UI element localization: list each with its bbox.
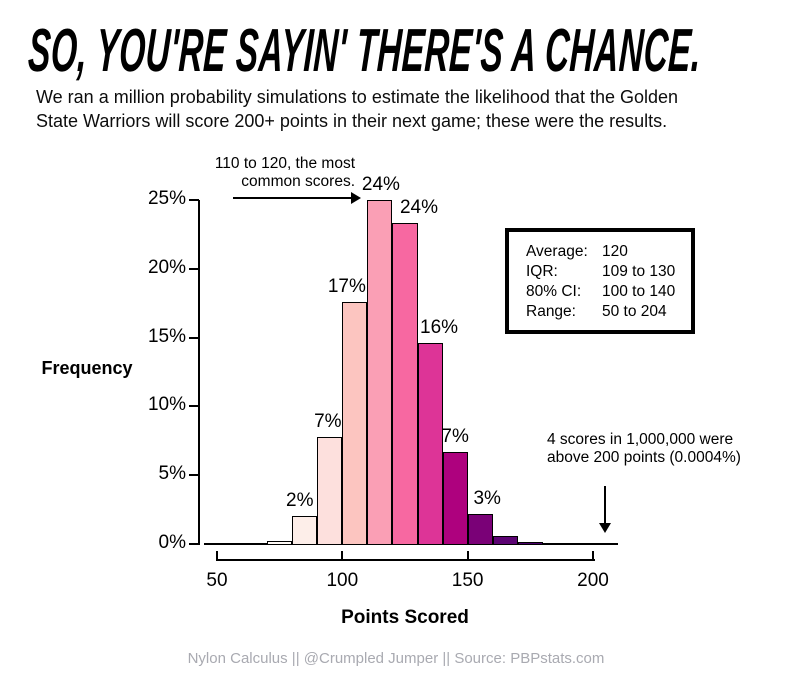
y-tick-mark (189, 474, 199, 477)
x-tick-mark (592, 551, 594, 561)
bar-value-label: 16% (420, 317, 459, 339)
histogram-bar (342, 301, 368, 545)
bar-value-label: 7% (314, 410, 342, 432)
stats-row-iqr: IQR: 109 to 130 (526, 262, 683, 282)
bar-value-label: 24% (361, 174, 400, 195)
histogram-bar (442, 451, 468, 545)
y-tick-mark (189, 405, 199, 408)
x-tick-label: 100 (326, 570, 359, 591)
histogram-bar (317, 436, 343, 545)
x-axis-title: Points Scored (341, 607, 469, 628)
tail-annotation-line-2: above 200 points (0.0004%) (547, 448, 741, 466)
histogram-bar (267, 540, 293, 545)
down-arrow-icon (599, 523, 611, 533)
y-tick-label: 0% (158, 532, 186, 553)
bar-value-label: 3% (473, 487, 501, 509)
histogram-bar (467, 513, 493, 545)
x-tick-mark (216, 551, 218, 561)
stat-label: 80% CI: (526, 283, 582, 300)
tail-annotation: 4 scores in 1,000,000 were above 200 poi… (547, 431, 762, 466)
y-tick-label: 20% (147, 256, 186, 278)
stats-row-average: Average: 120 (526, 242, 683, 262)
x-axis-spine (216, 559, 595, 561)
stat-value: 109 to 130 (602, 263, 676, 280)
x-tick-label: 50 (206, 570, 228, 591)
peak-annotation-line-2: common scores. (241, 172, 355, 190)
stat-value: 120 (602, 243, 628, 260)
stat-label: Range: (526, 303, 576, 320)
right-arrow-icon (351, 192, 361, 204)
subtitle: We ran a million probability simulations… (36, 86, 678, 133)
y-axis-spine (198, 200, 200, 545)
peak-annotation-line-1: 110 to 120, the most (214, 155, 355, 172)
histogram-bar (492, 536, 518, 545)
stats-row-range: Range: 50 to 204 (526, 302, 683, 322)
x-tick-mark (341, 551, 344, 561)
stat-label: IQR: (526, 263, 558, 280)
y-tick-mark (189, 336, 199, 339)
y-tick-label: 5% (158, 463, 186, 485)
stats-row-ci: 80% CI: 100 to 140 (526, 282, 683, 302)
y-tick-label: 25% (147, 188, 186, 209)
histogram-bar (367, 200, 393, 545)
bar-value-label: 2% (286, 490, 314, 512)
y-tick-mark (189, 267, 199, 270)
y-axis-title: Frequency (41, 358, 133, 378)
bar-value-label: 7% (441, 425, 469, 447)
peak-annotation: 110 to 120, the most common scores. (173, 155, 355, 190)
histogram-bar (417, 343, 443, 545)
subtitle-line-2: State Warriors will score 200+ points in… (36, 110, 668, 131)
y-tick-label: 15% (147, 325, 186, 347)
bar-value-label: 17% (327, 275, 366, 297)
bar-value-label: 24% (399, 197, 439, 219)
histogram-bar (567, 542, 593, 545)
right-arrow-line (233, 197, 352, 199)
histogram-bar (392, 223, 418, 545)
histogram-bar (517, 541, 543, 545)
down-arrow-line (604, 486, 606, 524)
histogram-bar (292, 516, 318, 545)
tail-annotation-line-1: 4 scores in 1,000,000 were (547, 431, 734, 448)
attribution-footer: Nylon Calculus || @Crumpled Jumper || So… (187, 650, 605, 667)
x-tick-mark (466, 551, 469, 561)
histogram-bar (242, 542, 268, 545)
x-tick-label: 200 (577, 570, 609, 591)
y-tick-mark (189, 199, 199, 201)
summary-stats-box: Average: 120 IQR: 109 to 130 80% CI: 100 to… (505, 228, 695, 334)
x-tick-label: 150 (451, 570, 484, 591)
stat-value: 100 to 140 (602, 283, 676, 300)
y-tick-mark (189, 543, 199, 545)
stat-label: Average: (526, 243, 588, 260)
histogram-bar (542, 542, 568, 545)
y-tick-label: 10% (147, 394, 186, 416)
stat-value: 50 to 204 (602, 303, 667, 320)
subtitle-line-1: We ran a million probability simulations… (36, 87, 679, 107)
